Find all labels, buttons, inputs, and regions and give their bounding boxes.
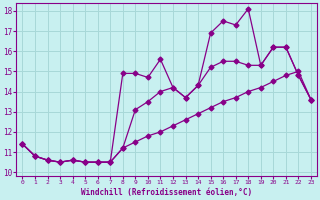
X-axis label: Windchill (Refroidissement éolien,°C): Windchill (Refroidissement éolien,°C) [81, 188, 252, 197]
